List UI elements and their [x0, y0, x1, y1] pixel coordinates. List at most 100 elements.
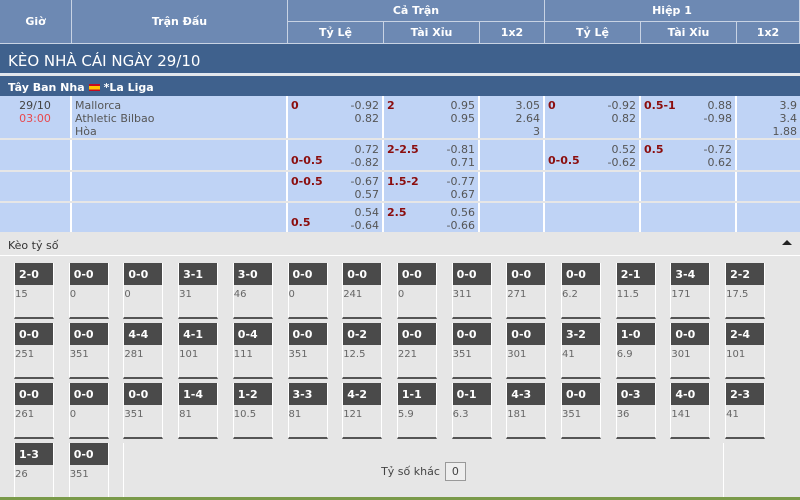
score-cell[interactable]: 0-0 221 [396, 323, 437, 379]
score-cell[interactable]: 3-1 31 [178, 263, 219, 319]
score-cell[interactable]: 0-0 0 [287, 263, 328, 319]
score-cell[interactable]: 1-4 81 [178, 383, 219, 439]
score-cell[interactable]: 0-0 351 [561, 383, 601, 439]
odds-1x2-value[interactable]: 3.05 [515, 99, 541, 112]
other-score-value[interactable]: 0 [444, 462, 466, 481]
odds-value[interactable]: -0.62 [607, 156, 636, 169]
team-home[interactable]: Mallorca [75, 99, 122, 112]
odds-1x2-value[interactable]: 1.88 [772, 125, 798, 138]
score-cell[interactable]: 0-0 351 [123, 383, 164, 439]
league-bar[interactable]: Tây Ban Nha *La Liga [0, 76, 800, 96]
odds-value[interactable]: 0.56 [450, 206, 476, 219]
team-away[interactable]: Athletic Bilbao [75, 112, 155, 125]
score-cell[interactable]: 0-0 311 [451, 263, 492, 319]
odds-value[interactable]: 0.82 [611, 112, 637, 125]
odds-values: 0.95 0.95 [451, 99, 476, 125]
score-cell[interactable]: 0-0 251 [14, 323, 54, 379]
odds-value[interactable]: 0.72 [354, 143, 380, 156]
odds-1x2-value[interactable]: 3 [533, 125, 540, 138]
score-cell[interactable]: 0-0 0 [123, 263, 164, 319]
score-cell[interactable]: 3-2 41 [561, 323, 601, 379]
score-cell[interactable]: 0-0 0 [396, 263, 437, 319]
score-cell[interactable]: 0-0 351 [451, 323, 492, 379]
score-cell[interactable]: 0-0 271 [506, 263, 547, 319]
odds-value[interactable]: -0.81 [446, 143, 475, 156]
odds-value[interactable]: -0.64 [350, 219, 379, 232]
odds-value[interactable]: -0.77 [446, 175, 475, 188]
score-cell[interactable]: 0-3 36 [615, 383, 656, 439]
odds-value[interactable]: -0.67 [350, 175, 379, 188]
score-label: 0-0 [288, 263, 327, 285]
score-cell[interactable]: 4-2 121 [342, 383, 383, 439]
score-cell[interactable]: 0-2 12.5 [342, 323, 383, 379]
score-cell[interactable]: 2-4 101 [725, 323, 766, 379]
score-cell[interactable]: 2-1 11.5 [615, 263, 656, 319]
score-cell[interactable]: 0-0 0 [68, 383, 109, 439]
odds-value[interactable]: -0.92 [607, 99, 636, 112]
score-cell[interactable]: 0-0 0 [68, 263, 109, 319]
odds-value[interactable]: 0.82 [354, 112, 380, 125]
score-cell[interactable]: 3-3 81 [287, 383, 328, 439]
odds-value[interactable]: 0.67 [450, 188, 476, 201]
score-cell[interactable]: 3-0 46 [232, 263, 273, 319]
score-cell[interactable]: 4-3 181 [506, 383, 547, 439]
odds-1x2-value[interactable]: 3.9 [779, 99, 798, 112]
odds-value[interactable]: -0.82 [350, 156, 379, 169]
score-cell[interactable]: 2-2 17.5 [725, 263, 766, 319]
odds-value[interactable]: -0.72 [703, 143, 732, 156]
score-cell[interactable]: 2-0 15 [14, 263, 54, 319]
score-cell[interactable]: 4-4 281 [123, 323, 164, 379]
score-cell[interactable]: 0-0 301 [670, 323, 711, 379]
score-cell[interactable]: 0-0 351 [287, 323, 328, 379]
team-draw[interactable]: Hòa [75, 125, 97, 138]
correct-score-section-header[interactable]: Kèo tỷ số [0, 233, 800, 256]
score-cell[interactable]: 4-0 141 [670, 383, 711, 439]
score-label: 0-0 [452, 263, 491, 285]
odds-value[interactable]: 0.57 [354, 188, 380, 201]
handicap-line[interactable]: 0-0.5 [548, 154, 580, 167]
handicap-line[interactable]: 0.5 [644, 143, 664, 156]
handicap-line[interactable]: 2.5 [387, 206, 407, 219]
score-cell[interactable]: 0-0 261 [14, 383, 54, 439]
score-cell[interactable]: 0-0 6.2 [561, 263, 601, 319]
odds-value[interactable]: 0.62 [707, 156, 733, 169]
handicap-line[interactable]: 2 [387, 99, 395, 112]
handicap-line[interactable]: 1.5-2 [387, 175, 419, 188]
score-cell[interactable]: 0-4 111 [232, 323, 273, 379]
odds-value[interactable]: 0.71 [450, 156, 476, 169]
handicap-line[interactable]: 0-0.5 [291, 175, 323, 188]
score-cell[interactable]: 3-4 171 [670, 263, 711, 319]
handicap-line[interactable]: 0-0.5 [291, 154, 323, 167]
odds-1x2-value[interactable]: 3.4 [779, 112, 798, 125]
score-cell[interactable]: 0-0 351 [68, 443, 109, 499]
handicap-line[interactable]: 0 [291, 99, 299, 112]
odds-value[interactable]: 0.95 [450, 99, 476, 112]
handicap-line[interactable]: 2-2.5 [387, 143, 419, 156]
score-cell[interactable]: 0-0 351 [68, 323, 109, 379]
odds-value[interactable]: -0.66 [446, 219, 475, 232]
score-odds: 5.9 [397, 409, 414, 420]
handicap-line[interactable]: 0 [548, 99, 556, 112]
score-label: 0-0 [507, 263, 546, 285]
score-cell[interactable]: 4-1 101 [178, 323, 219, 379]
caret-up-icon[interactable] [782, 240, 792, 245]
score-cell[interactable]: 0-0 241 [342, 263, 383, 319]
odds-value[interactable]: 0.54 [354, 206, 380, 219]
odds-value[interactable]: -0.98 [703, 112, 732, 125]
handicap-line[interactable]: 0.5 [291, 216, 311, 229]
score-cell[interactable]: 0-0 301 [506, 323, 547, 379]
score-cell[interactable]: 1-1 5.9 [396, 383, 437, 439]
score-cell[interactable]: 1-0 6.9 [615, 323, 656, 379]
score-cell[interactable]: 0-1 6.3 [451, 383, 492, 439]
score-cell[interactable]: 1-2 10.5 [232, 383, 273, 439]
score-cell[interactable]: 1-3 26 [14, 443, 54, 499]
odds-value[interactable]: -0.92 [350, 99, 379, 112]
odds-value[interactable]: 0.88 [707, 99, 733, 112]
odds-value[interactable]: 0.52 [611, 143, 637, 156]
odds-1x2-value[interactable]: 2.64 [515, 112, 541, 125]
handicap-line[interactable]: 0.5-1 [644, 99, 676, 112]
odds-values: -0.67 0.57 [351, 175, 379, 201]
odds-cell [72, 140, 288, 170]
score-cell[interactable]: 2-3 41 [725, 383, 766, 439]
odds-value[interactable]: 0.95 [450, 112, 476, 125]
